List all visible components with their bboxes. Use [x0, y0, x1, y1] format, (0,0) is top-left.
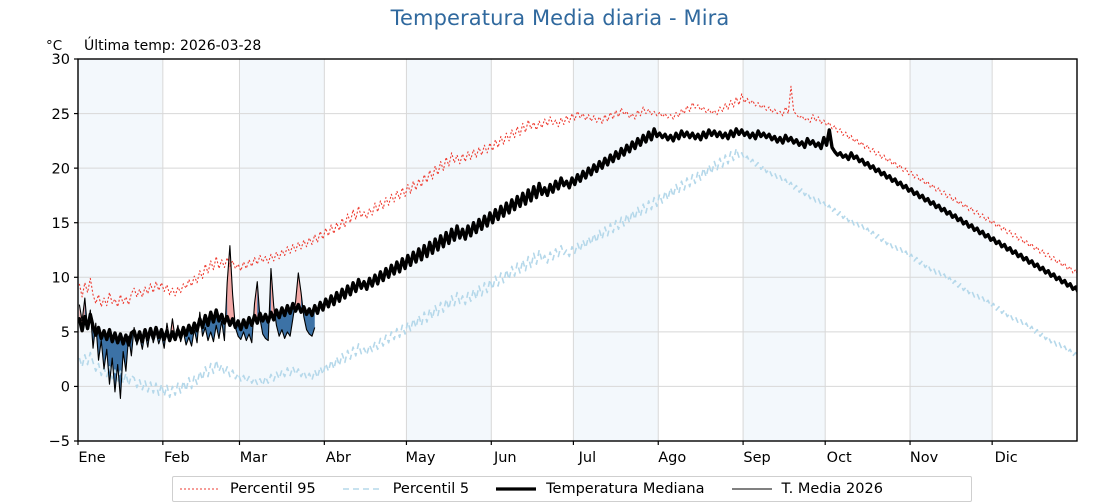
series-line-percentil-5 — [78, 147, 1077, 399]
legend-swatch-icon — [496, 487, 537, 491]
month-band — [910, 59, 993, 441]
y-tick-label: 10 — [52, 270, 70, 286]
last-temp-label: Última temp: 2026-03-28 — [84, 38, 262, 54]
legend-swatch-icon — [731, 488, 772, 490]
x-tick-label: Dic — [995, 450, 1018, 466]
y-tick-label: −5 — [49, 434, 70, 450]
y-tick-label: 15 — [52, 216, 70, 232]
month-band — [239, 59, 325, 441]
chart-title: Temperatura Media diaria - Mira — [390, 6, 730, 30]
y-tick-label: 30 — [52, 52, 70, 68]
x-tick-label: Abr — [326, 450, 351, 466]
legend-swatch-icon — [180, 488, 220, 490]
legend-item[interactable]: Percentil 5 — [342, 481, 469, 497]
legend-label: Percentil 5 — [392, 481, 470, 497]
x-tick-label: Oct — [827, 450, 852, 466]
fill-above-median — [224, 245, 236, 341]
y-axis-unit-label: °C — [46, 38, 63, 54]
x-tick-label: Ene — [78, 450, 105, 466]
series-line-temperatura-mediana — [78, 127, 1077, 347]
series-line-t-media-2026 — [78, 245, 316, 399]
x-tick-label: Sep — [743, 450, 770, 466]
fill-below-median — [95, 323, 129, 399]
legend-swatch-icon — [342, 488, 383, 490]
x-tick-label: Ago — [658, 450, 686, 466]
legend-item[interactable]: Percentil 95 — [179, 481, 316, 497]
x-tick-label: Feb — [164, 450, 190, 466]
x-tick-label: Jul — [578, 450, 597, 466]
legend-label: Temperatura Mediana — [546, 481, 705, 497]
month-band — [743, 59, 826, 441]
legend-item[interactable]: T. Media 2026 — [731, 481, 883, 497]
fill-above-median — [169, 318, 181, 342]
x-tick-label: Mar — [240, 450, 267, 466]
chart-legend: Percentil 95 Percentil 5 Temperatura Media… — [172, 476, 972, 502]
y-tick-label: 5 — [61, 325, 70, 341]
month-band — [573, 59, 659, 441]
fill-below-median — [273, 301, 296, 339]
fill-above-median — [268, 268, 277, 341]
legend-label: Percentil 95 — [230, 481, 316, 497]
legend-label: T. Media 2026 — [781, 481, 883, 497]
fill-below-median — [235, 303, 255, 343]
y-tick-label: 25 — [52, 107, 70, 123]
legend-item[interactable]: Temperatura Mediana — [495, 481, 705, 497]
x-tick-label: May — [405, 450, 435, 466]
plot-frame — [77, 58, 1078, 442]
x-tick-label: Jun — [493, 450, 517, 466]
y-tick-label: 0 — [61, 380, 70, 396]
y-tick-label: 20 — [52, 161, 70, 177]
series-line-percentil-95 — [78, 85, 1077, 308]
x-tick-label: Nov — [910, 450, 939, 466]
